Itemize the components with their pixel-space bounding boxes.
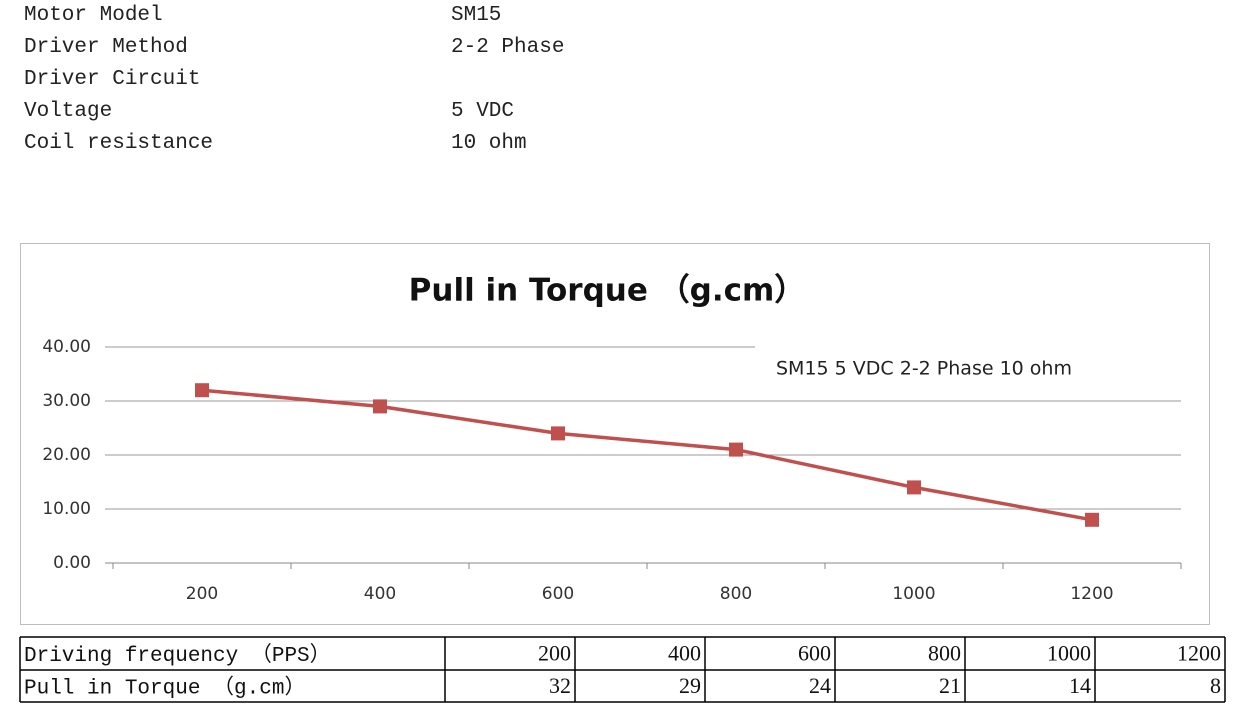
y-tick-label: 0.00 bbox=[53, 553, 91, 573]
table-cell: 32 bbox=[549, 673, 571, 698]
spec-value: 5 VDC bbox=[451, 100, 515, 123]
marker bbox=[907, 480, 921, 495]
table-cell: 1000 bbox=[1047, 641, 1091, 666]
line bbox=[201, 388, 1093, 522]
table-row-header: Driving frequency （PPS） bbox=[24, 643, 331, 668]
x-tick-label: 1200 bbox=[1070, 584, 1113, 604]
table-cell: 24 bbox=[809, 673, 831, 698]
annotation-backdrop bbox=[755, 338, 1185, 388]
x-tick-label: 200 bbox=[186, 584, 218, 604]
table-cell: 29 bbox=[679, 673, 701, 698]
table-cell: 8 bbox=[1210, 673, 1221, 698]
marker bbox=[373, 399, 387, 414]
y-tick-label: 30.00 bbox=[42, 391, 91, 411]
table-cell: 200 bbox=[538, 641, 571, 666]
x-tick-label: 600 bbox=[542, 584, 574, 604]
y-tick-label: 10.00 bbox=[42, 499, 91, 519]
table-cell: 400 bbox=[668, 641, 701, 666]
marker bbox=[551, 426, 565, 441]
marker bbox=[729, 442, 743, 457]
table-cell: 1200 bbox=[1177, 641, 1221, 666]
y-tick-label: 40.00 bbox=[42, 337, 91, 357]
marker bbox=[195, 383, 209, 398]
table-cell: 14 bbox=[1069, 673, 1091, 698]
y-tick-label: 20.00 bbox=[42, 445, 91, 465]
spec-label: Motor Model bbox=[24, 4, 163, 27]
table-cell: 600 bbox=[798, 641, 831, 666]
chart-frame bbox=[20, 243, 1210, 625]
spec-value: 10 ohm bbox=[451, 132, 527, 155]
x-tick-label: 400 bbox=[364, 584, 396, 604]
marker bbox=[1085, 512, 1099, 527]
table-cell: 800 bbox=[928, 641, 961, 666]
x-tick-label: 1000 bbox=[892, 584, 935, 604]
table-cell: 21 bbox=[939, 673, 961, 698]
spec-value: 2-2 Phase bbox=[451, 36, 565, 59]
spec-value: SM15 bbox=[451, 4, 502, 27]
annotation: SM15 5 VDC 2-2 Phase 10 ohm bbox=[776, 358, 1072, 380]
spec-label: Driver Circuit bbox=[24, 68, 201, 91]
spec-label: Driver Method bbox=[24, 36, 188, 59]
spec-label: Voltage bbox=[24, 100, 113, 123]
chart-title: Pull in Torque （g.cm） bbox=[409, 273, 806, 309]
table-row-header: Pull in Torque （g.cm） bbox=[24, 676, 305, 701]
x-tick-label: 800 bbox=[720, 584, 752, 604]
spec-label: Coil resistance bbox=[24, 132, 214, 155]
